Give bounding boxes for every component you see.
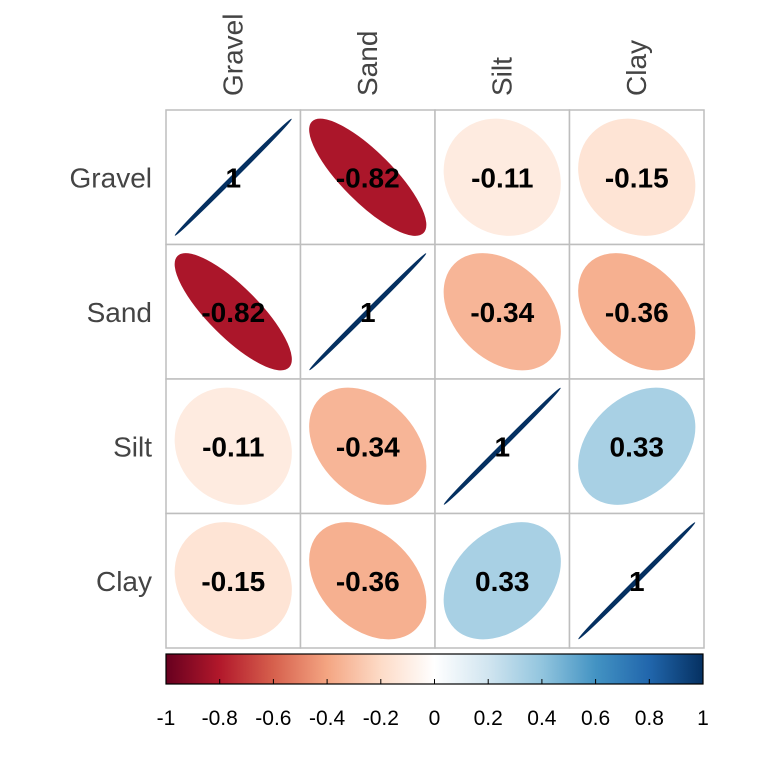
colorbar-tick-label: 0.2 bbox=[474, 707, 503, 730]
correlation-value: -0.36 bbox=[336, 566, 400, 597]
cell-silt-gravel: -0.11 bbox=[165, 378, 302, 515]
colorbar-tick-label: -0.8 bbox=[202, 707, 238, 730]
colorbar-tick-label: 0.8 bbox=[635, 707, 664, 730]
correlation-value: 1 bbox=[360, 297, 376, 328]
column-label-sand: Sand bbox=[352, 31, 383, 96]
colorbar-ticks: -1 -0.8 -0.6 -0.4 -0.2 0 0.2 0.4 0.6 0.8 1 bbox=[157, 679, 709, 730]
cell-silt-silt: 1 bbox=[434, 378, 571, 515]
correlation-ellipse bbox=[174, 522, 292, 640]
colorbar-tick-label: 0.6 bbox=[581, 707, 610, 730]
cell-clay-sand: -0.36 bbox=[299, 512, 436, 649]
colorbar-tick-label: -0.2 bbox=[363, 707, 399, 730]
cell-sand-gravel: -0.82 bbox=[165, 243, 302, 380]
column-label-silt: Silt bbox=[486, 57, 517, 96]
colorbar: -1 -0.8 -0.6 -0.4 -0.2 0 0.2 0.4 0.6 0.8 1 bbox=[157, 653, 709, 730]
cell-clay-gravel: -0.15 bbox=[165, 512, 302, 649]
colorbar-tick-label: 1 bbox=[697, 707, 709, 730]
cell-gravel-gravel: 1 bbox=[165, 109, 302, 246]
correlation-ellipse bbox=[174, 253, 292, 371]
colorbar-tick-label: -0.6 bbox=[255, 707, 291, 730]
row-label-silt: Silt bbox=[113, 431, 152, 462]
colorbar-tick-label: -0.4 bbox=[309, 707, 346, 730]
correlation-matrix: 1 -0.82 -0.11 -0.15 -0.82 1 -0.34 -0.36 -0.11 -0.… bbox=[165, 109, 705, 649]
correlation-value: 0.33 bbox=[610, 431, 665, 462]
colorbar-tick-label: -1 bbox=[157, 707, 176, 730]
correlation-ellipse bbox=[309, 253, 427, 371]
cell-gravel-clay: -0.15 bbox=[568, 109, 705, 246]
column-labels: Gravel Sand Silt Clay bbox=[217, 14, 652, 96]
correlation-ellipse bbox=[309, 522, 427, 640]
row-label-sand: Sand bbox=[87, 297, 152, 328]
correlation-ellipse bbox=[578, 118, 696, 236]
cell-gravel-silt: -0.11 bbox=[434, 109, 571, 246]
correlation-ellipse bbox=[443, 253, 561, 371]
correlation-ellipse bbox=[443, 118, 561, 236]
correlation-value: -0.34 bbox=[470, 297, 534, 328]
row-labels: Gravel Sand Silt Clay bbox=[70, 162, 153, 597]
correlation-ellipse bbox=[174, 387, 292, 505]
cell-gravel-sand: -0.82 bbox=[299, 109, 436, 246]
row-label-gravel: Gravel bbox=[70, 162, 152, 193]
correlation-value: -0.82 bbox=[201, 297, 265, 328]
colorbar-tick-label: 0 bbox=[429, 707, 441, 730]
correlation-ellipse bbox=[174, 118, 292, 236]
cell-sand-sand: 1 bbox=[299, 243, 436, 380]
correlation-ellipse bbox=[443, 522, 561, 640]
correlation-value: -0.36 bbox=[605, 297, 669, 328]
cell-sand-clay: -0.36 bbox=[568, 243, 705, 380]
cell-clay-silt: 0.33 bbox=[434, 512, 571, 649]
cell-clay-clay: 1 bbox=[568, 512, 705, 649]
correlation-value: 1 bbox=[225, 162, 241, 193]
correlation-ellipse bbox=[578, 387, 696, 505]
correlation-value: -0.15 bbox=[605, 162, 669, 193]
column-label-gravel: Gravel bbox=[217, 14, 248, 96]
correlation-value: -0.82 bbox=[336, 162, 400, 193]
correlation-ellipse bbox=[309, 118, 427, 236]
correlation-value: -0.11 bbox=[202, 431, 264, 462]
cell-silt-clay: 0.33 bbox=[568, 378, 705, 515]
colorbar-tick-label: 0.4 bbox=[527, 707, 557, 730]
correlation-ellipse bbox=[309, 387, 427, 505]
correlation-value: -0.15 bbox=[201, 566, 265, 597]
correlation-value: 1 bbox=[494, 431, 510, 462]
column-label-clay: Clay bbox=[621, 40, 652, 96]
row-label-clay: Clay bbox=[96, 566, 152, 597]
cell-silt-sand: -0.34 bbox=[299, 378, 436, 515]
correlation-value: -0.34 bbox=[336, 431, 400, 462]
correlation-ellipse bbox=[443, 387, 561, 505]
cell-sand-silt: -0.34 bbox=[434, 243, 571, 380]
correlation-ellipse bbox=[578, 522, 696, 640]
correlation-value: -0.11 bbox=[471, 162, 533, 193]
correlation-value: 0.33 bbox=[475, 566, 530, 597]
correlation-value: 1 bbox=[629, 566, 645, 597]
correlation-ellipse bbox=[578, 253, 696, 371]
